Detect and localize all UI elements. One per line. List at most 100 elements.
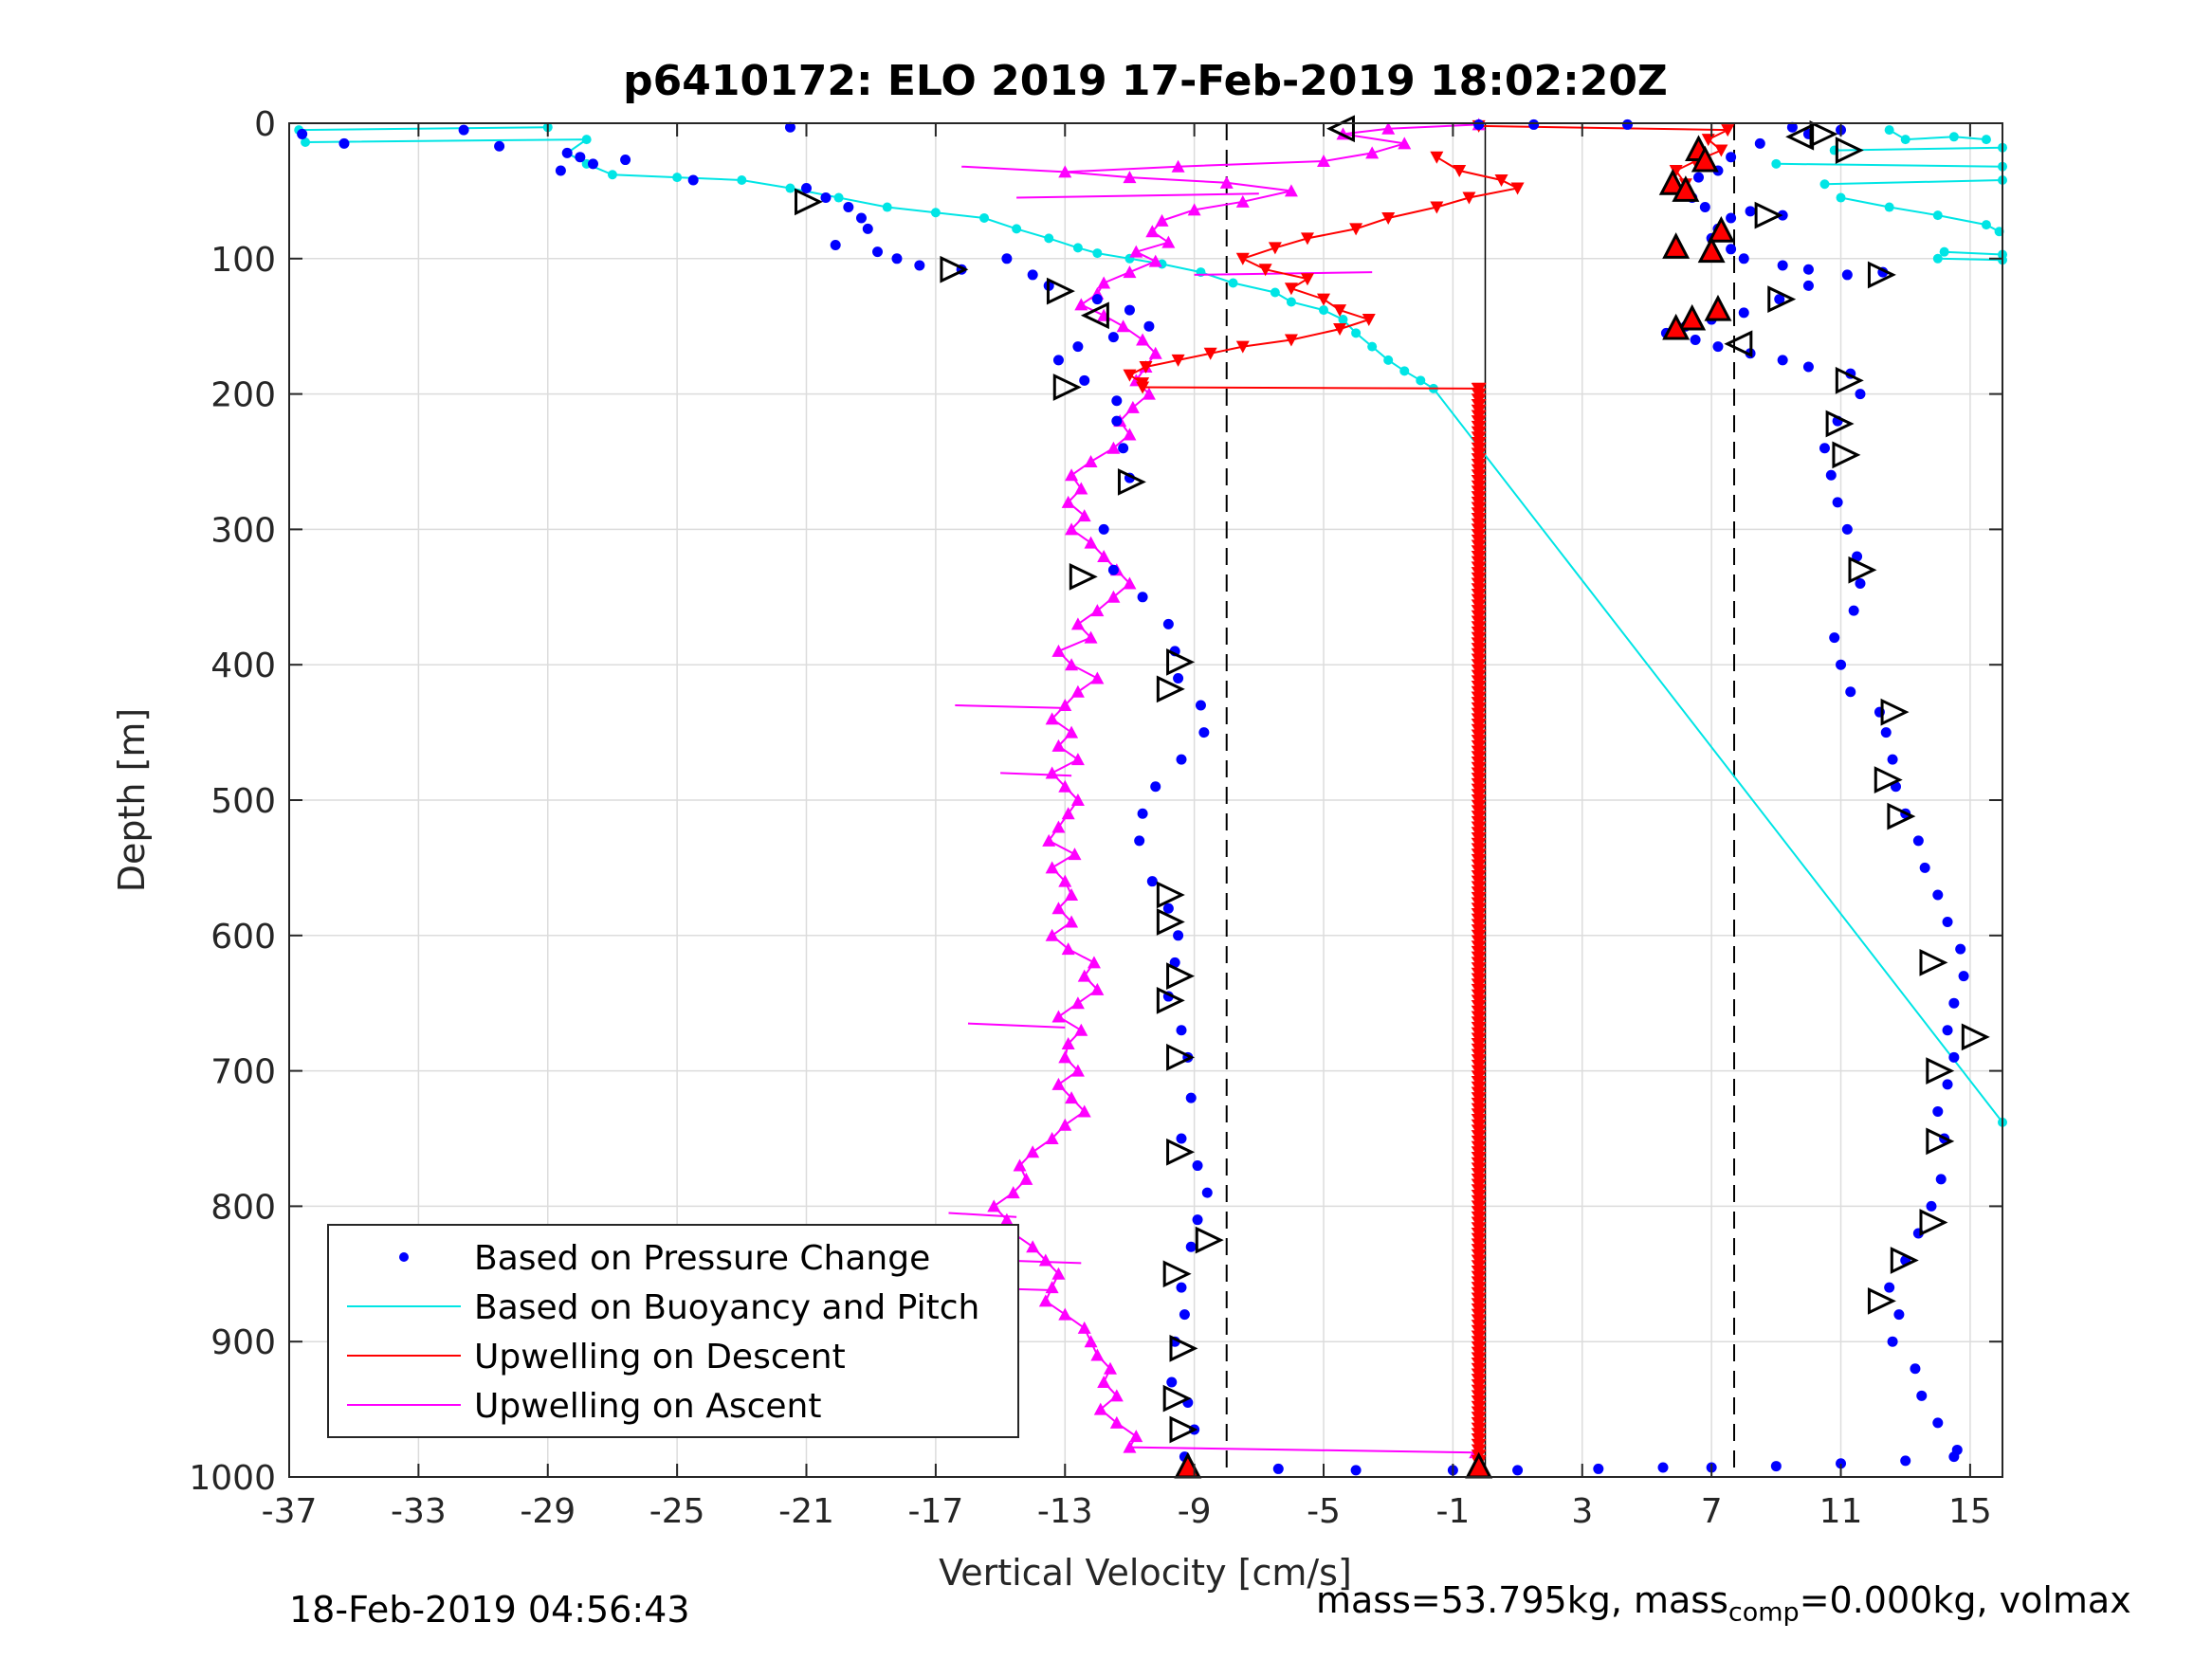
pressure-change-point [1910,1363,1921,1375]
buoyancy-pitch-point [1338,315,1348,325]
right-pointing-marker [1166,1043,1196,1071]
ascent-upwelling-point [1070,793,1085,806]
pressure-change-point [587,158,598,170]
ascent-upwelling-point [1058,1307,1072,1321]
buoyancy-pitch-point [737,174,747,185]
descent-upwelling-point [1714,144,1728,157]
pressure-change-point [1919,862,1930,873]
right-pointing-marker [1874,766,1903,793]
ascent-upwelling-point [1051,1077,1066,1090]
pressure-change-point [1198,727,1210,738]
pressure-change-point [830,240,841,251]
pressure-change-point [1528,118,1540,130]
pressure-change-point [1166,1376,1178,1388]
right-pointing-marker [1767,285,1797,314]
footer-mass-info: mass=53.795kg, masscomp=0.000kg, volmax [1316,1579,2131,1628]
pressure-change-point [1738,253,1749,264]
ascent-upwelling-point [1061,807,1075,820]
ascent-upwelling-point [1068,848,1082,861]
right-pointing-marker [1754,201,1783,229]
pressure-change-point [1932,889,1944,901]
pressure-change-point [1079,374,1090,386]
pressure-change-point [1942,917,1953,928]
pressure-change-point [820,192,832,204]
ascent-upwelling-point [1129,245,1143,258]
descent-upwelling-point [1171,354,1185,367]
right-pointing-marker [1195,1226,1224,1254]
ascent-upwelling-point [1065,522,1079,536]
buoyancy-pitch-point [607,170,617,180]
up-triangle-marker [1678,303,1707,331]
x-tick-label: 11 [1819,1492,1863,1531]
pressure-change-point [1111,395,1123,407]
y-tick-label: 100 [210,241,276,280]
pressure-change-point [1893,1309,1905,1321]
pressure-change-point [1146,876,1158,887]
right-pointing-marker [1069,562,1098,591]
ascent-upwelling-point [1074,1023,1088,1036]
right-pointing-marker [1166,647,1196,676]
buoyancy-pitch-point [1228,278,1238,288]
pressure-change-point [1185,1241,1197,1252]
pressure-change-point [1726,244,1737,255]
ascent-upwelling-point [1087,956,1101,969]
buoyancy-pitch-point [1383,355,1394,365]
ascent-upwelling-point [1235,194,1250,208]
buoyancy-pitch-point [1932,253,1943,264]
pressure-change-point [1916,1390,1928,1401]
pressure-change-point [1948,997,1960,1009]
pressure-change-point [1118,443,1129,454]
ascent-upwelling-point [1161,235,1176,248]
pressure-change-point [1027,269,1038,281]
pressure-change-point [784,121,795,133]
ascent-upwelling-point [1051,1267,1066,1280]
pressure-change-point [1770,1461,1782,1472]
ascent-upwelling-point [1090,982,1105,995]
ascent-upwelling-point [1061,942,1075,956]
pressure-change-point [687,174,699,186]
right-pointing-marker [1835,366,1864,394]
pressure-change-point [1738,307,1749,319]
legend-label-descent: Upwelling on Descent [474,1338,846,1376]
ascent-upwelling-point [1284,184,1298,197]
pressure-change-point [1819,443,1830,454]
ascent-upwelling-point [1051,820,1066,833]
ascent-upwelling-point [1026,1145,1040,1158]
ascent-upwelling-point [1097,549,1111,562]
pressure-change-point [914,260,925,271]
descent-upwelling-point [1430,151,1444,164]
up-triangle-marker [1704,294,1732,321]
descent-upwelling-point [1333,304,1347,318]
ascent-upwelling-point [1187,203,1201,216]
ascent-upwelling-point [1365,146,1380,159]
pressure-change-point [1942,1025,1953,1036]
pressure-change-point [1786,121,1798,133]
ascent-upwelling-point [1038,1294,1052,1307]
buoyancy-pitch-line [1937,257,2003,262]
right-pointing-marker [1046,277,1075,305]
ascent-upwelling-point [1045,1281,1059,1294]
right-pointing-marker [1169,1415,1198,1444]
ascent-upwelling-point [1006,1186,1020,1199]
x-tick-label: -21 [778,1492,834,1531]
pressure-change-point [1176,1025,1187,1036]
pressure-change-point [1887,754,1898,765]
ascent-upwelling-point [1042,833,1056,847]
ascent-upwelling-point [1070,684,1085,698]
buoyancy-pitch-line [1776,162,2003,168]
left-pointing-marker [1080,301,1109,330]
ascent-upwelling-point [1084,1335,1098,1348]
ascent-upwelling-point [1090,671,1105,684]
right-pointing-marker [1880,698,1910,726]
descent-upwelling-point [1381,211,1396,225]
pressure-change-point [1690,334,1701,345]
y-tick-label: 700 [210,1053,276,1092]
ascent-upwelling-point [1074,298,1088,311]
pressure-change-point [1201,1187,1213,1198]
pressure-change-point [1951,1444,1963,1455]
buoyancy-pitch-point [1367,341,1378,352]
pressure-change-point [872,246,884,258]
buoyancy-pitch-point [1932,210,1943,221]
pressure-change-point [1825,469,1837,481]
buoyancy-pitch-point [1939,246,1949,257]
